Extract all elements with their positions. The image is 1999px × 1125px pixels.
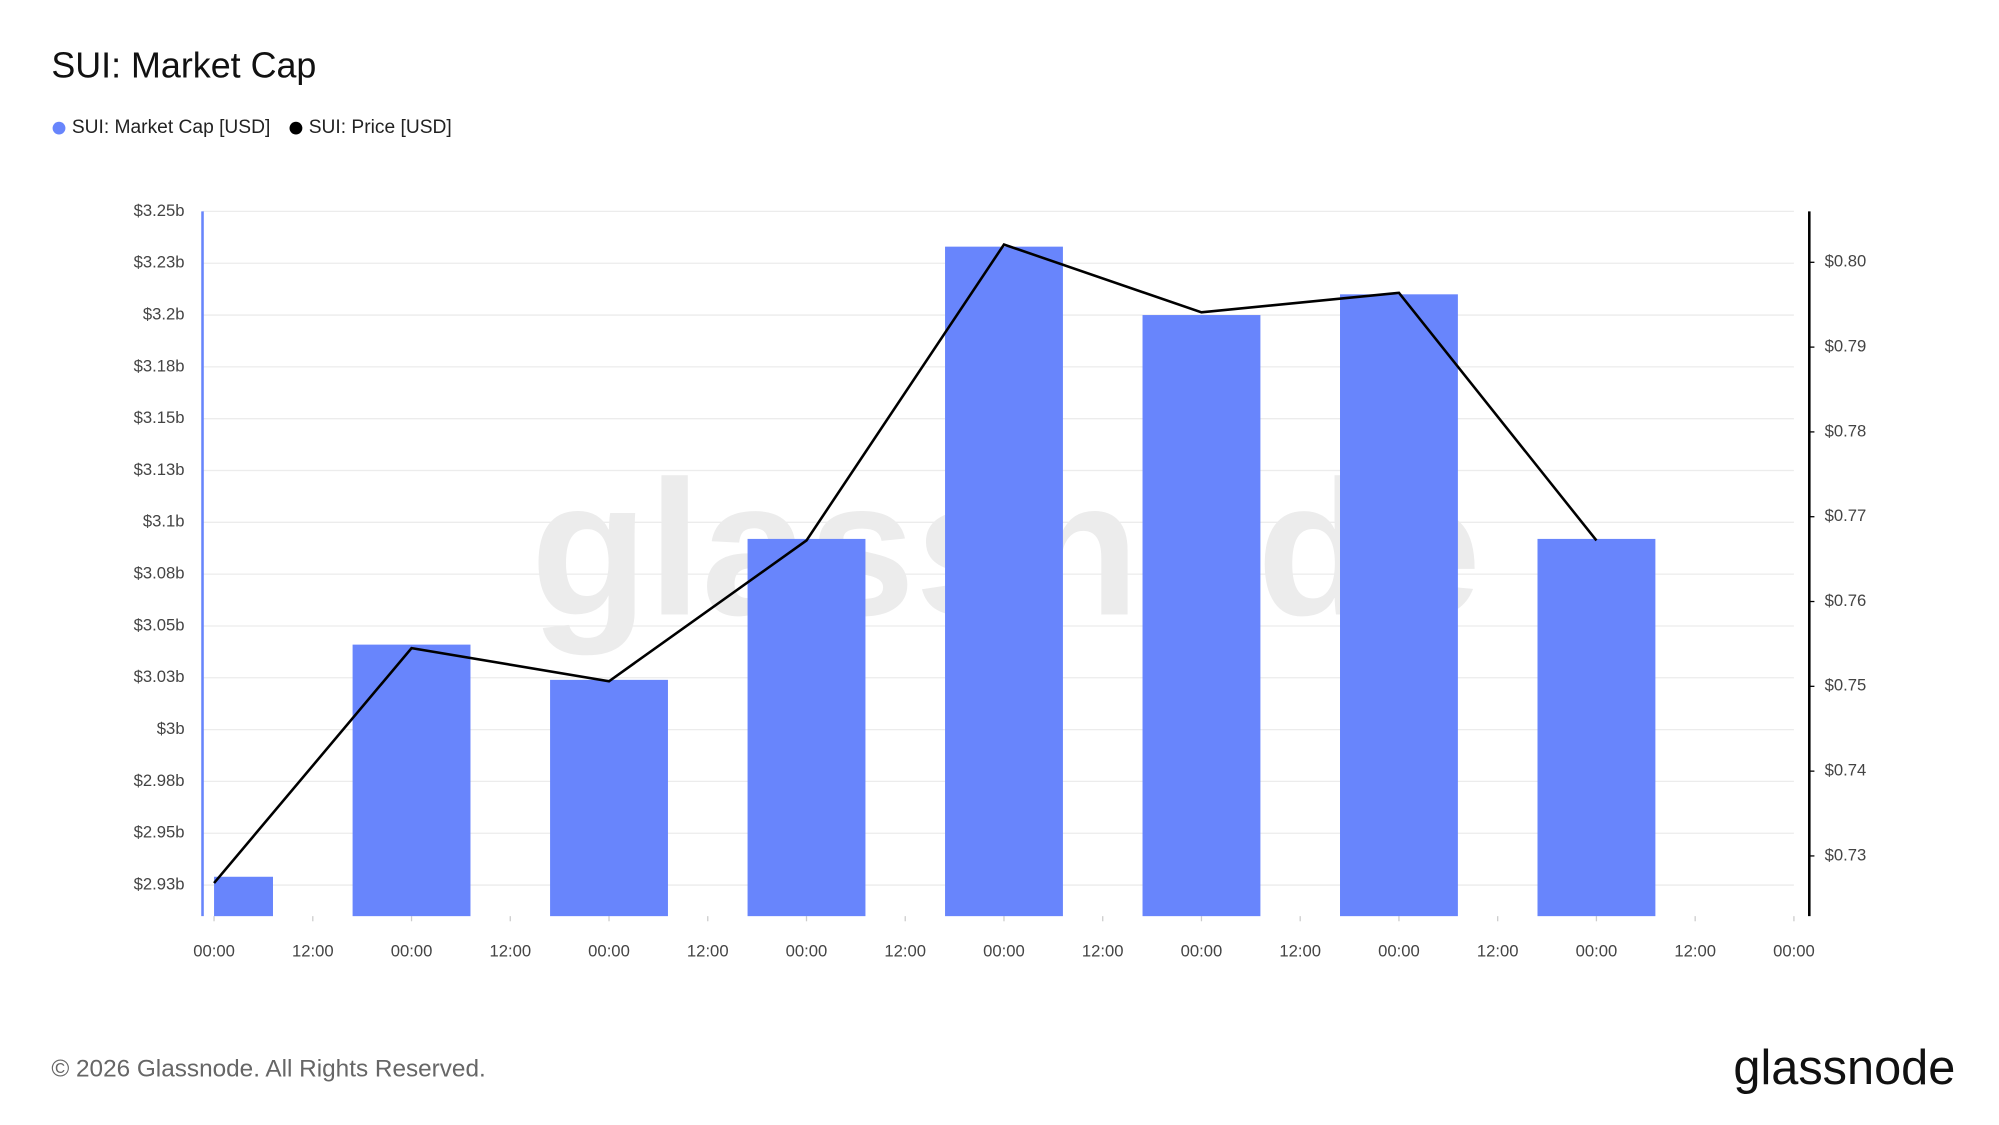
logo: glassnode <box>1733 1041 1955 1095</box>
y-tick-label: $2.93b <box>134 874 185 893</box>
x-tick-label: 12:00 <box>292 941 334 960</box>
x-tick-label: 12:00 <box>489 941 531 960</box>
x-tick-label: 00:00 <box>1181 941 1223 960</box>
y2-tick-label: $0.79 <box>1825 336 1867 355</box>
x-tick-label: 00:00 <box>391 941 433 960</box>
bar <box>945 246 1063 917</box>
y2-tick-label: $0.73 <box>1825 845 1867 864</box>
legend-label: SUI: Market Cap [USD] <box>72 117 270 138</box>
bar <box>352 644 471 917</box>
y2-tick-label: $0.78 <box>1825 421 1867 440</box>
x-tick-label: 00:00 <box>1378 941 1420 960</box>
x-tick-label: 00:00 <box>1576 941 1618 960</box>
chart-title: SUI: Market Cap <box>51 45 316 85</box>
x-tick-label: 12:00 <box>1279 941 1321 960</box>
y2-tick-label: $0.80 <box>1825 252 1867 271</box>
y-tick-label: $3.18b <box>134 356 185 375</box>
y-tick-label: $3.15b <box>134 408 185 427</box>
y-tick-label: $3.05b <box>134 615 185 634</box>
y2-tick-label: $0.76 <box>1825 591 1867 610</box>
bar <box>747 538 866 917</box>
y-tick-label: $3.03b <box>134 667 185 686</box>
legend-label: SUI: Price [USD] <box>309 117 452 138</box>
x-tick-label: 00:00 <box>193 941 235 960</box>
legend-marker <box>289 121 303 135</box>
y-tick-label: $3.1b <box>143 512 185 531</box>
x-tick-label: 12:00 <box>1082 941 1124 960</box>
x-tick-label: 12:00 <box>884 941 926 960</box>
y-tick-label: $3.23b <box>134 253 185 272</box>
legend-marker <box>52 121 66 135</box>
y2-tick-label: $0.77 <box>1825 506 1867 525</box>
y-tick-label: $3b <box>157 719 185 738</box>
x-tick-label: 00:00 <box>588 941 630 960</box>
x-tick-label: 12:00 <box>687 941 729 960</box>
price-line <box>213 242 1598 884</box>
y-tick-label: $2.95b <box>134 823 185 842</box>
y-tick-label: $3.25b <box>134 201 185 220</box>
bar <box>550 679 668 917</box>
bar <box>1142 315 1261 917</box>
y-tick-label: $2.98b <box>134 771 185 790</box>
x-tick-label: 12:00 <box>1674 941 1716 960</box>
y2-tick-label: $0.74 <box>1825 761 1867 780</box>
bar <box>1340 294 1458 917</box>
y2-tick-label: $0.75 <box>1825 676 1867 695</box>
bar <box>1537 538 1656 917</box>
x-tick-label: 12:00 <box>1477 941 1519 960</box>
bar <box>214 876 273 917</box>
y-tick-label: $3.08b <box>134 564 185 583</box>
y-tick-label: $3.13b <box>134 460 185 479</box>
y-tick-label: $3.2b <box>143 304 185 323</box>
footer: © 2026 Glassnode. All Rights Reserved. <box>51 1055 485 1082</box>
x-tick-label: 00:00 <box>1773 941 1815 960</box>
x-tick-label: 00:00 <box>786 941 828 960</box>
x-tick-label: 00:00 <box>983 941 1025 960</box>
